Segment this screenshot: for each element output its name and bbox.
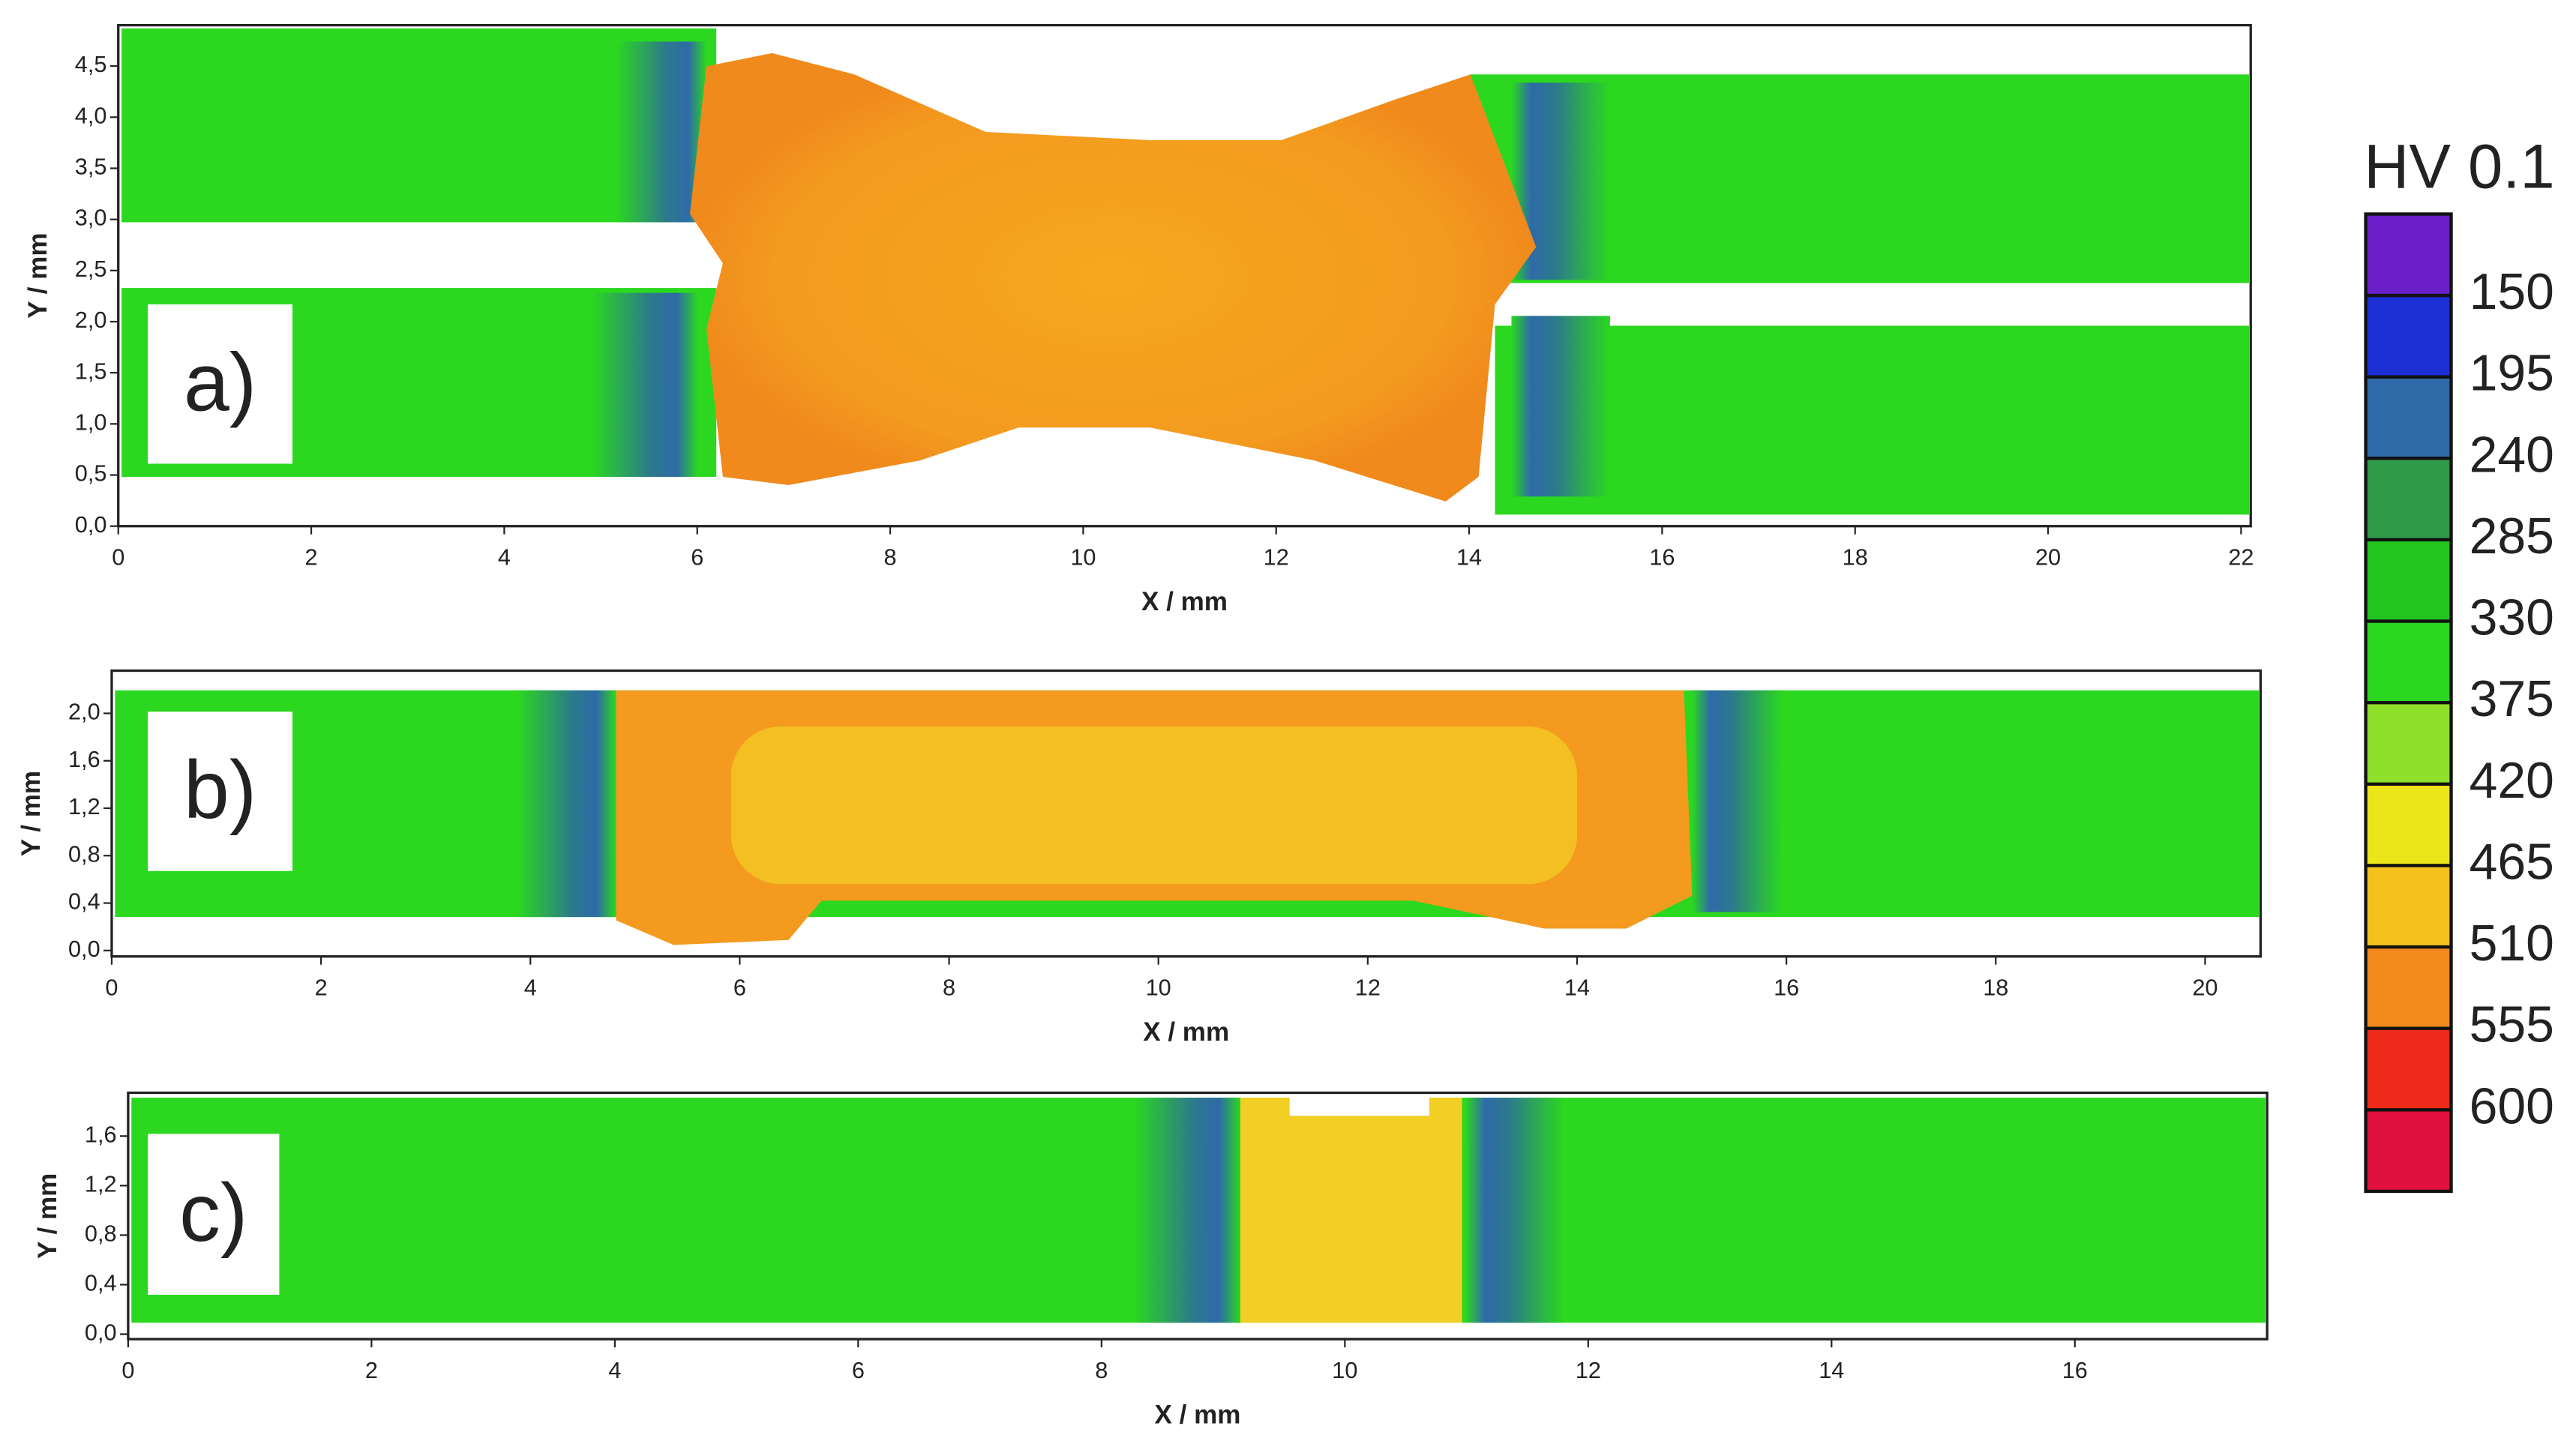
x-tick-label: 20 — [2035, 545, 2061, 571]
y-tick-label: 1,6 — [68, 747, 100, 772]
y-tick-label: 1,0 — [75, 409, 107, 435]
map-b — [115, 690, 2260, 945]
colorbar-tick-label: 240 — [2470, 427, 2554, 483]
x-axis-label: X / mm — [1141, 587, 1228, 616]
colorbar-band — [2365, 214, 2452, 296]
colorbar-tick-label: 375 — [2470, 671, 2554, 727]
x-tick-label: 22 — [2228, 545, 2254, 571]
colorbar-tick-label: 285 — [2470, 508, 2554, 565]
colorbar-band — [2365, 458, 2452, 540]
colorbar-tick-label: 330 — [2470, 590, 2554, 646]
x-tick-label: 8 — [884, 545, 897, 571]
x-tick-label: 8 — [943, 975, 955, 1001]
colorbar-band — [2365, 539, 2452, 622]
x-tick-label: 16 — [2062, 1358, 2088, 1383]
panel-label-box — [148, 304, 292, 464]
x-axis-label: X / mm — [1143, 1017, 1229, 1047]
x-tick-label: 2 — [315, 975, 328, 1001]
colorbar-tick-label: 510 — [2470, 915, 2554, 972]
x-tick-label: 4 — [524, 975, 537, 1001]
y-tick-label: 0,4 — [85, 1271, 117, 1296]
y-axis-label: Y / mm — [33, 1173, 62, 1259]
map-a — [121, 28, 2250, 515]
x-tick-label: 14 — [1456, 545, 1482, 571]
y-tick-label: 2,0 — [75, 307, 107, 333]
x-tick-label: 10 — [1332, 1358, 1357, 1383]
panel-label-box — [148, 1134, 280, 1295]
x-tick-label: 14 — [1819, 1358, 1844, 1383]
colorbar-tick-label: 195 — [2470, 346, 2554, 402]
y-tick-label: 1,5 — [75, 358, 107, 384]
x-tick-label: 0 — [121, 1358, 134, 1383]
x-tick-label: 10 — [1070, 545, 1096, 571]
y-tick-label: 1,2 — [68, 794, 100, 819]
x-tick-label: 16 — [1774, 975, 1799, 1001]
y-tick-label: 0,5 — [75, 461, 107, 487]
x-tick-label: 20 — [2192, 975, 2218, 1001]
y-tick-label: 3,0 — [75, 205, 107, 231]
x-tick-label: 16 — [1649, 545, 1675, 571]
y-tick-label: 4,0 — [75, 103, 107, 128]
plot-frame — [127, 1091, 2269, 1341]
x-tick-label: 18 — [1983, 975, 2008, 1001]
colorbar-title: HV 0.1 — [2364, 132, 2554, 202]
x-tick-label: 2 — [305, 545, 318, 571]
x-tick-label: 12 — [1355, 975, 1381, 1001]
colorbar-band — [2365, 376, 2452, 459]
colorbar-band — [2365, 295, 2452, 377]
x-tick-label: 4 — [608, 1358, 621, 1383]
x-tick-label: 0 — [112, 545, 124, 571]
y-tick-label: 0,4 — [68, 889, 100, 915]
colorbar-tick-label: 555 — [2470, 997, 2554, 1053]
colorbar-tick-label: 465 — [2470, 834, 2554, 890]
x-axis-label: X / mm — [1155, 1400, 1241, 1429]
x-tick-label: 0 — [105, 975, 118, 1001]
panel-label: c) — [179, 1167, 247, 1259]
x-tick-label: 6 — [852, 1358, 865, 1383]
colorbar-band — [2365, 621, 2452, 703]
x-tick-label: 14 — [1564, 975, 1590, 1001]
y-tick-label: 2,5 — [75, 256, 107, 282]
y-tick-label: 2,0 — [68, 700, 100, 725]
x-tick-label: 2 — [365, 1358, 378, 1383]
y-tick-label: 0,0 — [75, 512, 107, 538]
plot-frame — [117, 23, 2252, 528]
colorbar-tick-label: 600 — [2470, 1078, 2554, 1134]
x-tick-label: 12 — [1576, 1358, 1601, 1383]
y-tick-label: 4,5 — [75, 52, 107, 77]
plot-frame — [110, 669, 2263, 958]
y-tick-label: 0,0 — [85, 1320, 117, 1346]
x-tick-label: 4 — [498, 545, 511, 571]
x-tick-label: 6 — [733, 975, 746, 1001]
x-tick-label: 10 — [1146, 975, 1171, 1001]
colorbar-band — [2365, 1028, 2452, 1110]
colorbar-tick-label: 150 — [2470, 264, 2554, 320]
x-tick-label: 6 — [691, 545, 703, 571]
colorbar-band — [2365, 703, 2452, 784]
panel-label: a) — [184, 337, 256, 429]
colorbar-band — [2365, 865, 2452, 948]
x-tick-label: 18 — [1843, 545, 1868, 571]
map-c — [131, 1091, 2266, 1323]
colorbar-band — [2365, 783, 2452, 866]
colorbar-frame — [2364, 212, 2453, 1194]
y-tick-label: 3,5 — [75, 154, 107, 180]
y-axis-label: Y / mm — [16, 771, 46, 856]
y-tick-label: 1,6 — [85, 1122, 117, 1147]
y-tick-label: 0,8 — [85, 1221, 117, 1247]
y-axis-label: Y / mm — [23, 233, 52, 319]
colorbar-tick-label: 420 — [2470, 753, 2554, 809]
y-tick-label: 0,0 — [68, 936, 100, 962]
panel-label: b) — [184, 744, 256, 836]
x-tick-label: 12 — [1264, 545, 1289, 571]
y-tick-label: 0,8 — [68, 841, 100, 867]
panel-label-box — [148, 712, 292, 871]
colorbar-band — [2365, 947, 2452, 1029]
x-tick-label: 8 — [1095, 1358, 1108, 1383]
colorbar-band — [2365, 1110, 2452, 1191]
y-tick-label: 1,2 — [85, 1171, 117, 1197]
